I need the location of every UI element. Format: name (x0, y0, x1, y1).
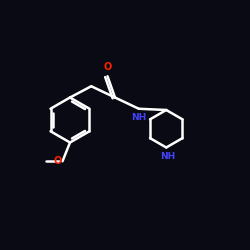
Text: NH: NH (160, 152, 175, 161)
Text: NH: NH (131, 113, 146, 122)
Text: O: O (104, 62, 112, 72)
Text: O: O (53, 156, 61, 166)
